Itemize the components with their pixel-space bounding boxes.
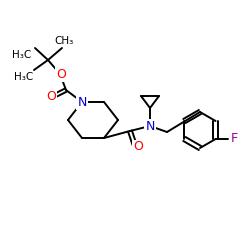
Text: H₃C: H₃C — [14, 72, 33, 82]
Text: O: O — [46, 90, 56, 102]
Text: O: O — [133, 140, 143, 153]
Text: N: N — [77, 96, 87, 108]
Text: H₃C: H₃C — [12, 50, 31, 60]
Text: F: F — [231, 132, 238, 145]
Text: CH₃: CH₃ — [54, 36, 74, 46]
Text: O: O — [56, 68, 66, 80]
Text: N: N — [145, 120, 155, 132]
